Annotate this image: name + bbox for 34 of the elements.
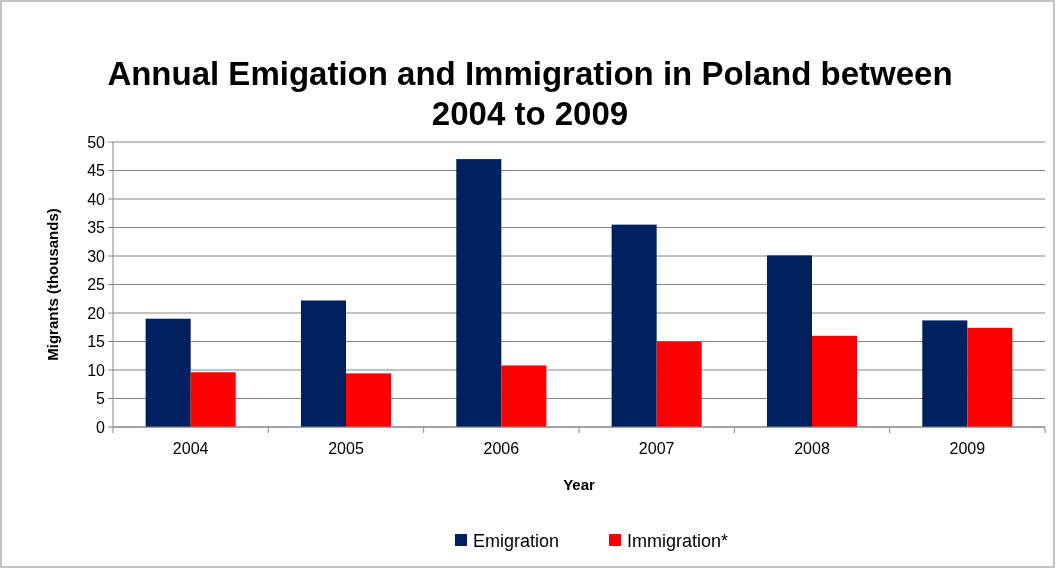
y-tick-label: 0: [96, 418, 106, 436]
bar: [656, 341, 702, 427]
x-tick-label: 2008: [794, 440, 830, 457]
bar: [766, 255, 812, 427]
bar: [812, 335, 858, 427]
y-tick-label: 15: [87, 333, 106, 351]
y-tick-label: 5: [96, 390, 106, 408]
y-tick-label: 35: [87, 219, 106, 237]
y-tick-label: 45: [87, 162, 106, 180]
y-tick-label: 30: [87, 247, 106, 265]
bar: [611, 224, 657, 427]
y-tick-label: 20: [87, 304, 106, 322]
chart-title: Annual Emigation and Immigration in Poland between 2004 to 2009: [107, 55, 953, 132]
bar: [300, 300, 346, 427]
y-tick-label: 25: [87, 276, 106, 294]
bar: [346, 373, 392, 427]
bar: [501, 365, 547, 427]
legend-label: Emigration: [473, 531, 560, 552]
x-axis-title: Year: [563, 476, 596, 493]
y-axis-title: Migrants (thousands): [44, 208, 61, 361]
y-tick-label: 10: [87, 361, 106, 379]
x-tick-label: 2006: [483, 440, 520, 457]
bar: [190, 372, 236, 427]
bar: [456, 159, 502, 427]
x-tick-label: 2007: [638, 440, 675, 457]
bar: [967, 327, 1013, 427]
x-tick-label: 2004: [172, 440, 209, 457]
bar: [145, 318, 191, 427]
x-tick-label: 2005: [328, 440, 364, 457]
y-tick-label: 40: [87, 190, 106, 208]
x-tick-label: 2009: [949, 440, 986, 457]
bar: [922, 320, 968, 427]
y-tick-label: 50: [87, 133, 106, 151]
legend-label: Immigration*: [627, 531, 729, 552]
